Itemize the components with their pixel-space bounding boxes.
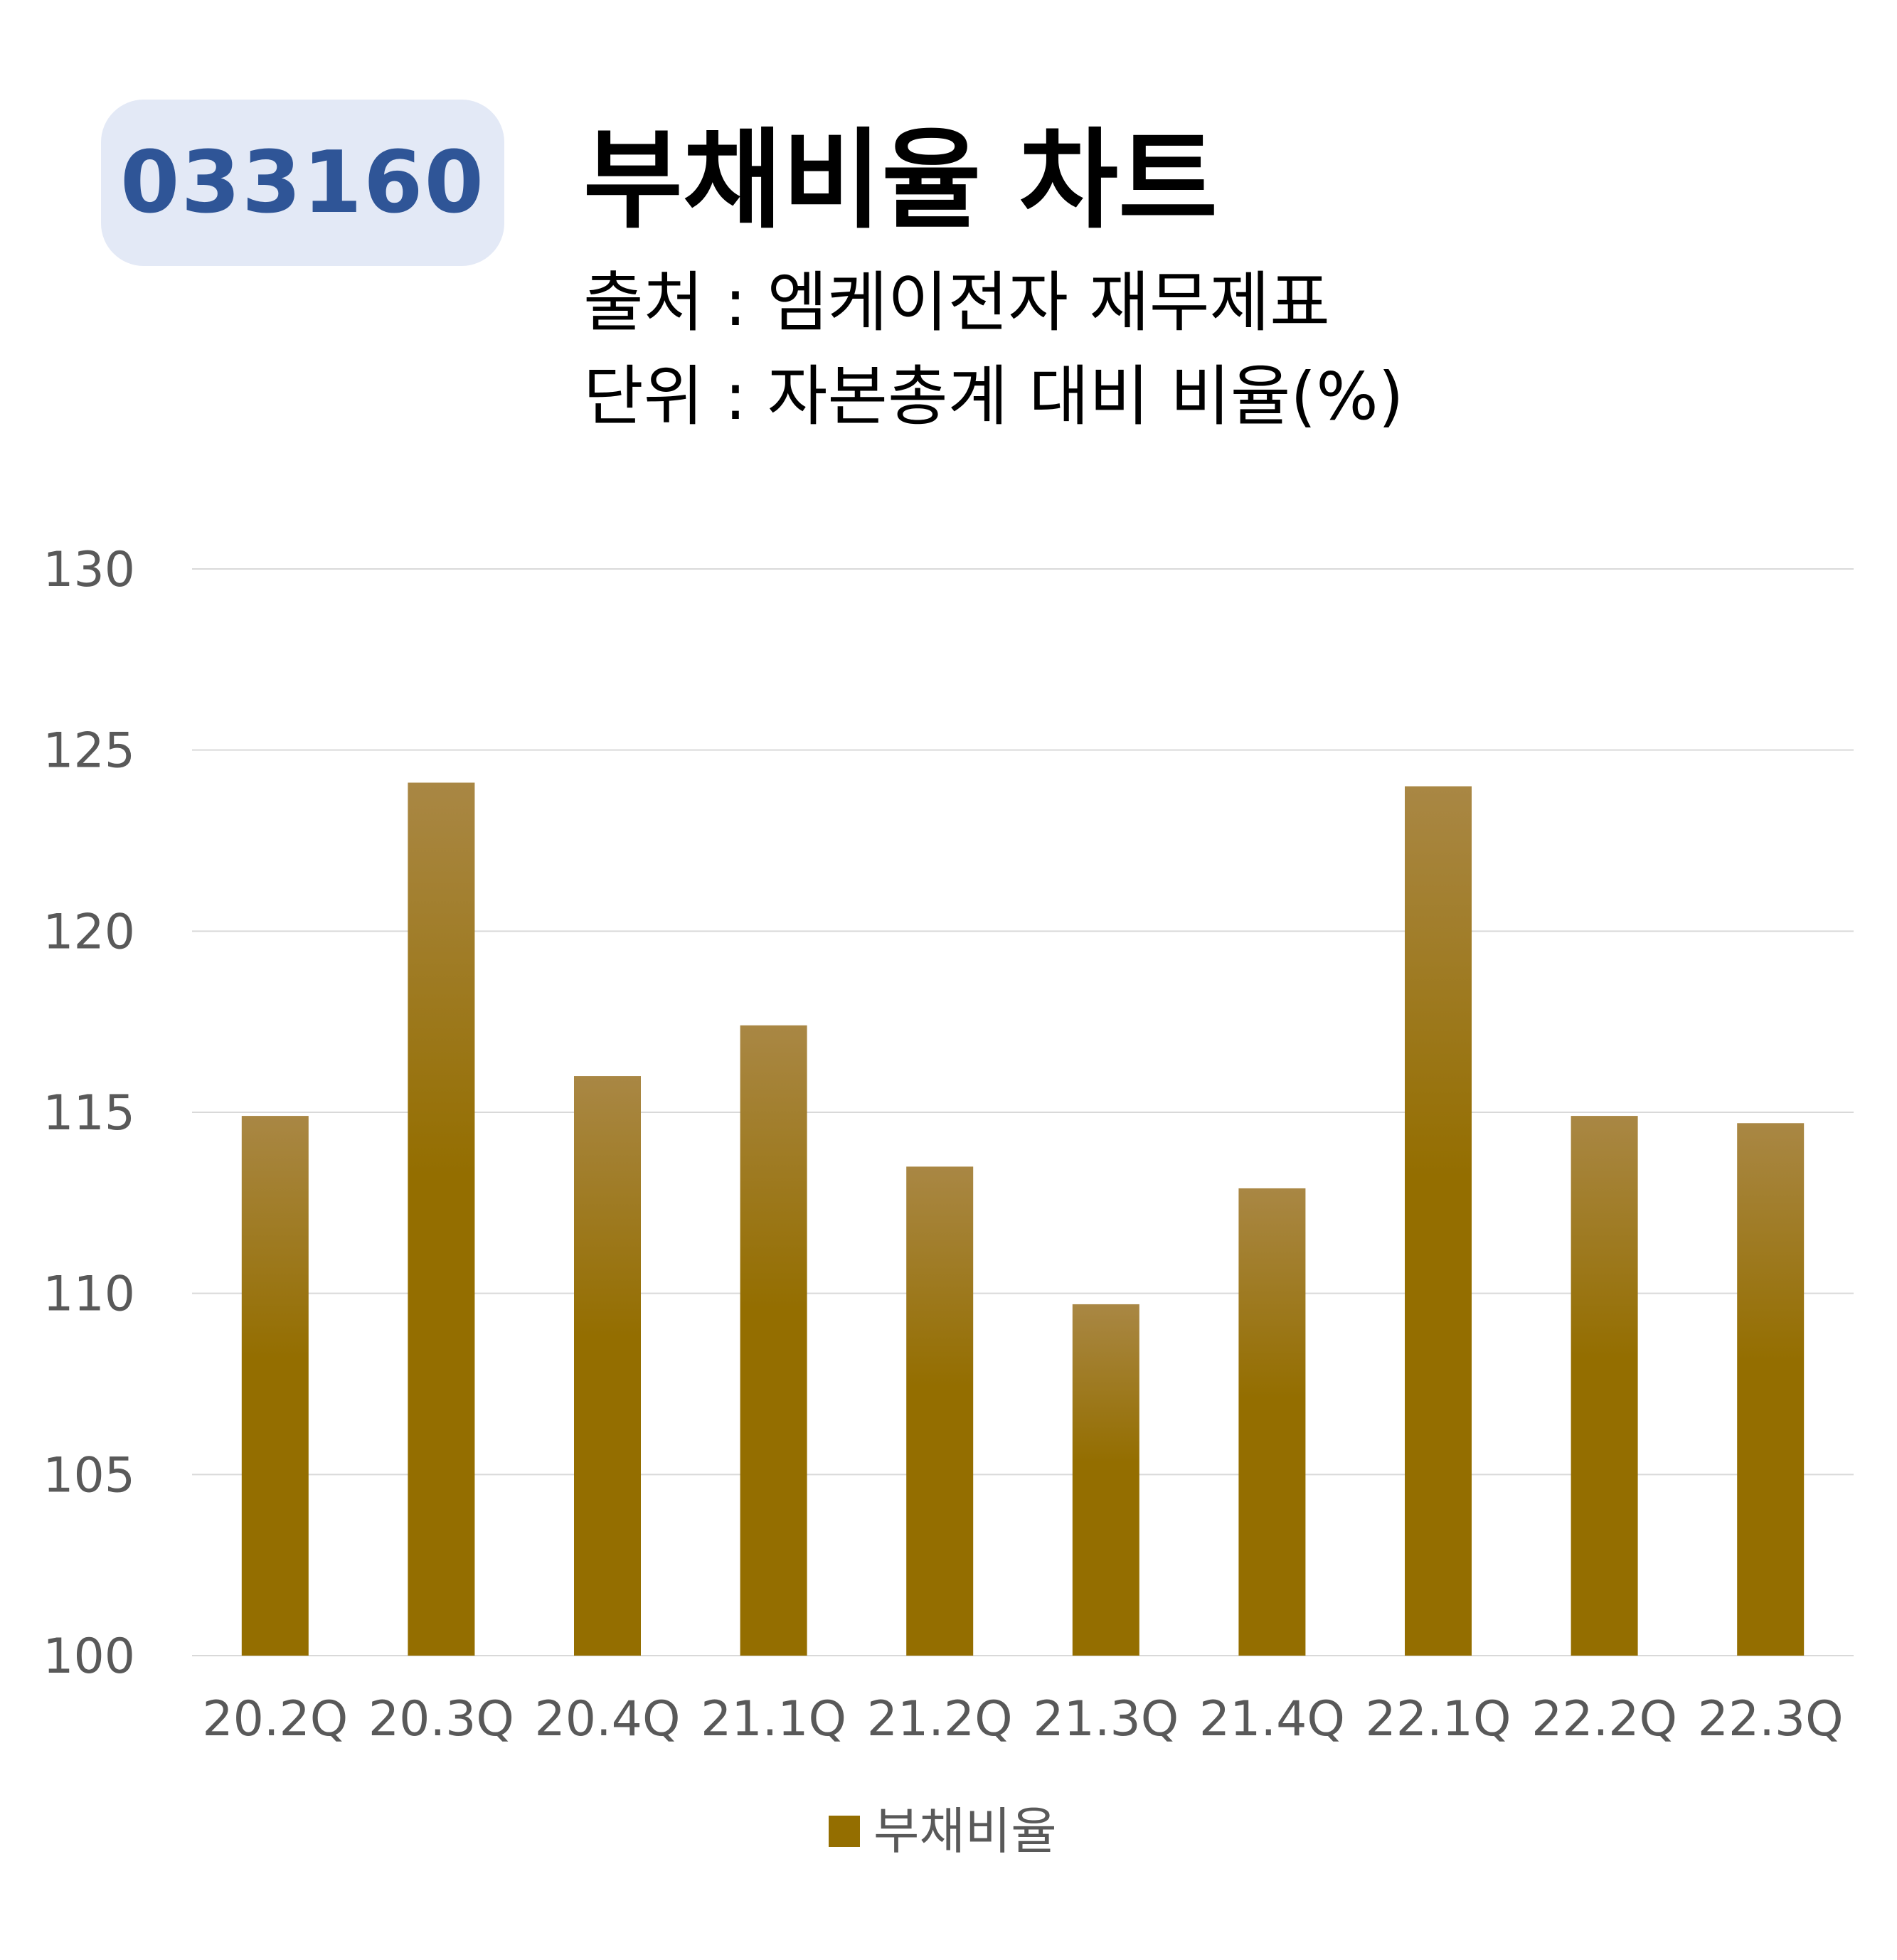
x-tick-label: 20.4Q: [535, 1691, 681, 1747]
chart-title: 부채비율 차트: [583, 117, 1218, 243]
y-tick-label: 115: [43, 1085, 135, 1141]
source-text: 출처 : 엠케이전자 재무제표: [583, 265, 1330, 341]
y-tick-label: 110: [43, 1267, 135, 1323]
bar: [1571, 1116, 1638, 1656]
y-tick-label: 130: [43, 542, 135, 598]
stock-code: 033160: [120, 133, 485, 233]
x-tick-label: 21.2Q: [867, 1691, 1013, 1747]
x-tick-label: 20.2Q: [202, 1691, 348, 1747]
bar: [408, 782, 475, 1656]
x-tick-label: 22.1Q: [1366, 1691, 1511, 1747]
x-tick-label: 22.3Q: [1698, 1691, 1844, 1747]
y-tick-label: 105: [43, 1447, 135, 1503]
stock-code-badge: 033160: [101, 100, 504, 266]
bar: [1405, 786, 1472, 1656]
x-tick-label: 22.2Q: [1531, 1691, 1677, 1747]
legend-swatch: [829, 1816, 860, 1847]
x-tick-label: 21.4Q: [1199, 1691, 1345, 1747]
bars: [241, 782, 1805, 1656]
y-tick-label: 120: [43, 904, 135, 960]
x-axis-ticks: 20.2Q 20.3Q 20.4Q 21.1Q 21.2Q 21.3Q 21.4Q 22.1Q…: [202, 1691, 1843, 1747]
bar: [906, 1166, 974, 1656]
bar: [1072, 1304, 1139, 1656]
bar: [241, 1116, 309, 1656]
unit-text: 단위 : 자본총계 대비 비율(%): [583, 358, 1404, 435]
x-tick-label: 21.1Q: [701, 1691, 846, 1747]
legend-label: 부채비율: [873, 1802, 1057, 1860]
legend: 부채비율: [829, 1802, 1057, 1860]
bar: [740, 1025, 807, 1656]
bar: [1238, 1188, 1306, 1656]
y-axis-ticks: 100 105 110 115 120 125 130: [43, 542, 135, 1685]
bar: [574, 1076, 641, 1656]
x-tick-label: 21.3Q: [1033, 1691, 1179, 1747]
x-tick-label: 20.3Q: [368, 1691, 514, 1747]
y-tick-label: 125: [43, 723, 135, 779]
y-tick-label: 100: [43, 1629, 135, 1685]
bar: [1737, 1123, 1805, 1656]
